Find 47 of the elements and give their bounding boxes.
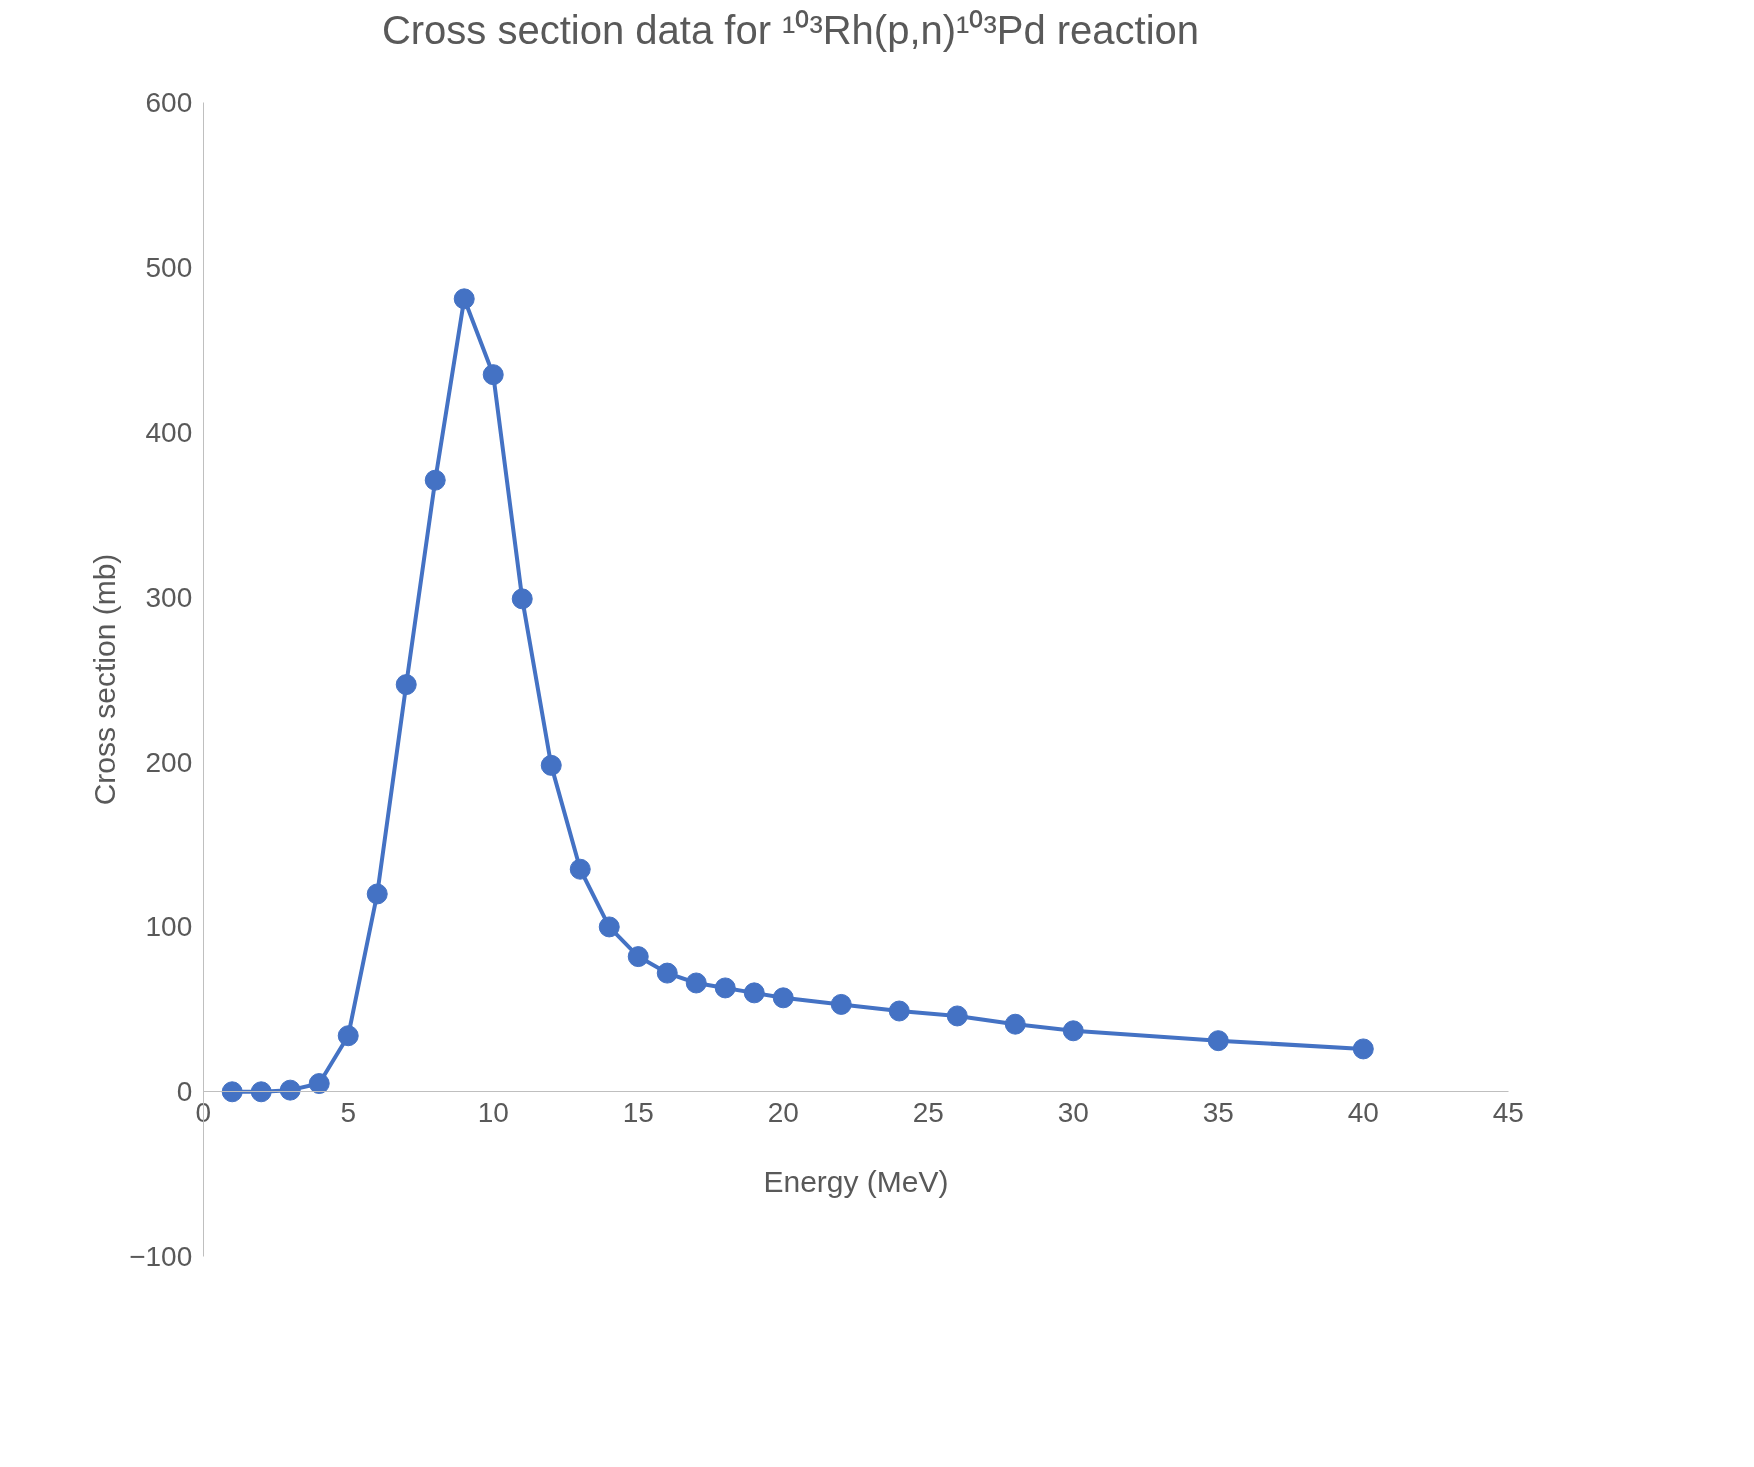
point: [1352, 1038, 1374, 1060]
x-tick-label: 30: [1057, 1096, 1089, 1128]
point: [946, 1005, 968, 1027]
x-tick-label: 5: [340, 1096, 357, 1128]
x-axis-title: Energy (MeV): [763, 1164, 949, 1198]
point: [279, 1079, 301, 1101]
point: [366, 883, 388, 905]
x-tick-label: 20: [767, 1096, 799, 1128]
point: [453, 288, 475, 310]
point: [569, 858, 591, 880]
x-tick-label: 25: [912, 1096, 944, 1128]
point: [743, 982, 765, 1004]
point: [308, 1073, 330, 1095]
y-tick-label: 200: [145, 746, 193, 778]
x-tick-label: 15: [622, 1096, 654, 1128]
point: [511, 588, 533, 610]
x-tick-label: 45: [1492, 1096, 1524, 1128]
y-tick-label: 500: [145, 252, 193, 284]
x-tick-label: 35: [1202, 1096, 1234, 1128]
point: [830, 993, 852, 1015]
x-tick-label: 10: [477, 1096, 509, 1128]
point: [1207, 1030, 1229, 1052]
point: [772, 987, 794, 1009]
point: [598, 916, 620, 938]
y-tick-label: 0: [176, 1076, 193, 1108]
point: [337, 1025, 359, 1047]
point: [627, 946, 649, 968]
y-tick-label: −100: [129, 1241, 193, 1273]
point: [482, 364, 504, 386]
point: [540, 754, 562, 776]
x-tick-label: 40: [1347, 1096, 1379, 1128]
point: [714, 977, 736, 999]
point: [656, 962, 678, 984]
point: [1062, 1020, 1084, 1042]
point: [685, 972, 707, 994]
point: [395, 674, 417, 696]
y-tick-label: 400: [145, 416, 193, 448]
y-tick-label: 600: [145, 87, 193, 119]
point: [250, 1081, 272, 1103]
point: [1004, 1013, 1026, 1035]
point: [221, 1081, 243, 1103]
y-tick-label: 100: [145, 911, 193, 943]
y-tick-label: 300: [145, 581, 193, 613]
y-axis-title: Cross section (mb): [88, 553, 122, 806]
chart-title: Cross section data for ¹⁰³Rh(p,n)¹⁰³Pd reaction: [381, 7, 1200, 52]
point: [424, 469, 446, 491]
point: [888, 1000, 910, 1022]
